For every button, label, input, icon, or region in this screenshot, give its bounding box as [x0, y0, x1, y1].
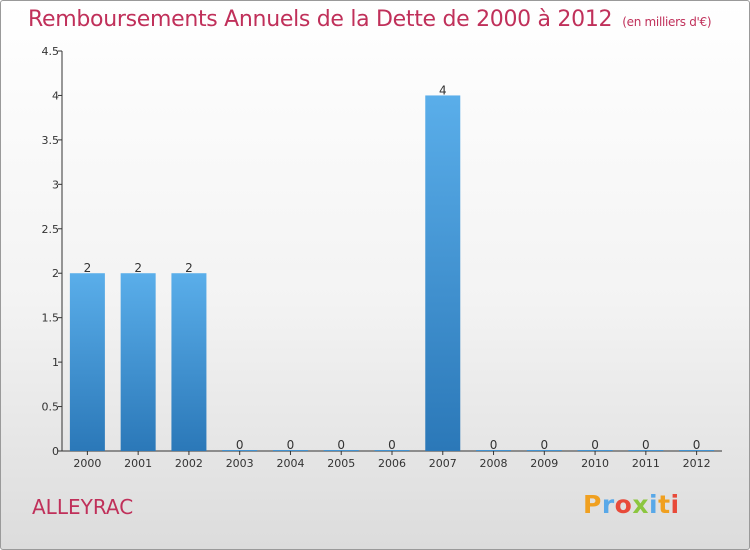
data-label: 0	[388, 438, 396, 452]
bar	[425, 95, 461, 451]
bar	[120, 273, 156, 451]
x-tick-label: 2011	[632, 457, 660, 470]
logo-letter: P	[583, 490, 602, 519]
data-label: 0	[337, 438, 345, 452]
logo-letter: o	[614, 490, 633, 519]
bar	[628, 450, 664, 451]
commune-name: ALLEYRAC	[32, 495, 134, 519]
logo-letter: i	[649, 490, 659, 519]
x-tick-label: 2008	[480, 457, 508, 470]
bar	[577, 450, 613, 451]
bar	[69, 273, 105, 451]
x-tick-label: 2006	[378, 457, 406, 470]
x-tick-label: 2010	[581, 457, 609, 470]
unit-label: (en milliers d'€)	[622, 15, 712, 29]
data-label: 2	[185, 261, 193, 275]
chart-title: Remboursements Annuels de la Dette de 20…	[28, 7, 712, 32]
bar	[171, 273, 207, 451]
x-tick-label: 2004	[276, 457, 304, 470]
logo-letter: i	[670, 490, 680, 519]
logo-letter: x	[632, 490, 649, 519]
title-text: Remboursements Annuels de la Dette de 20…	[28, 7, 613, 32]
y-tick-label: 2	[52, 267, 59, 280]
bar	[374, 450, 410, 451]
data-label: 2	[134, 261, 142, 275]
data-label: 0	[490, 438, 498, 452]
x-tick-label: 2000	[73, 457, 101, 470]
y-tick-label: 3	[52, 178, 59, 191]
bar	[526, 450, 562, 451]
y-tick-label: 4.5	[42, 45, 60, 58]
x-tick-label: 2012	[683, 457, 711, 470]
y-tick-label: 4	[52, 89, 59, 102]
x-tick-label: 2002	[175, 457, 203, 470]
x-tick-label: 2009	[530, 457, 558, 470]
data-label: 4	[439, 83, 447, 97]
bar	[679, 450, 715, 451]
logo-letter: r	[601, 490, 615, 519]
bar	[476, 450, 512, 451]
x-tick-label: 2003	[226, 457, 254, 470]
logo-letter: t	[658, 490, 671, 519]
proxiti-logo: Proxiti	[583, 490, 680, 519]
y-tick-label: 3.5	[42, 134, 60, 147]
y-tick-label: 0	[52, 445, 59, 458]
bar	[272, 450, 308, 451]
x-tick-label: 2007	[429, 457, 457, 470]
data-label: 0	[693, 438, 701, 452]
y-tick-label: 0.5	[42, 401, 60, 414]
data-label: 0	[540, 438, 548, 452]
bar	[222, 450, 258, 451]
data-label: 0	[642, 438, 650, 452]
data-label: 2	[84, 261, 92, 275]
x-tick-label: 2005	[327, 457, 355, 470]
y-tick-label: 2.5	[42, 223, 60, 236]
y-tick-label: 1	[52, 356, 59, 369]
x-tick-label: 2001	[124, 457, 152, 470]
data-label: 0	[287, 438, 295, 452]
bar	[323, 450, 359, 451]
data-label: 0	[236, 438, 244, 452]
y-tick-label: 1.5	[42, 312, 60, 325]
data-label: 0	[591, 438, 599, 452]
